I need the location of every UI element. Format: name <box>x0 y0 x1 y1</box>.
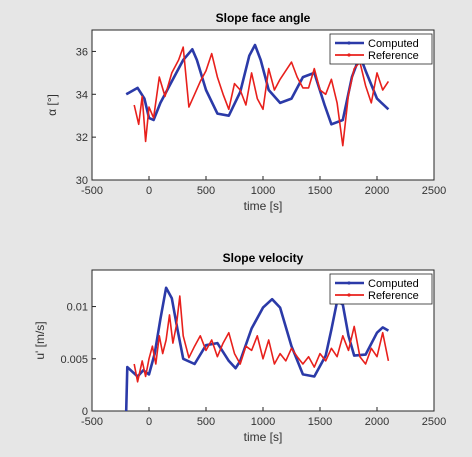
y-tick-label: 36 <box>76 46 88 58</box>
y-axis-label: α [°] <box>45 94 59 116</box>
series-line-reference <box>133 295 390 383</box>
x-tick-label: 2500 <box>422 416 446 428</box>
legend-entry-computed: Computed <box>368 278 419 290</box>
legend-marker <box>347 281 351 285</box>
x-tick-label: -500 <box>81 185 103 197</box>
legend-marker <box>347 41 351 45</box>
legend-entry-reference: Reference <box>368 50 419 62</box>
x-tick-label: 2000 <box>365 185 389 197</box>
x-tick-label: 2000 <box>365 416 389 428</box>
legend-entry-computed: Computed <box>368 38 419 50</box>
y-tick-label: 32 <box>76 132 88 144</box>
x-tick-label: 1500 <box>308 185 332 197</box>
y-tick-label: 0 <box>82 406 88 418</box>
series-line-computed <box>124 286 390 411</box>
legend-marker <box>347 293 351 297</box>
x-tick-label: 2500 <box>422 185 446 197</box>
x-axis-label: time [s] <box>244 199 283 213</box>
y-tick-label: 30 <box>76 175 88 187</box>
x-axis-label: time [s] <box>244 430 283 444</box>
x-tick-label: 500 <box>197 185 215 197</box>
chart-1: Slope face angle -500 0 500 1000 1500 2000 2500… <box>45 11 446 213</box>
series-line-reference <box>133 46 390 147</box>
legend-box <box>329 273 433 305</box>
legend-entry-reference: Reference <box>368 290 419 302</box>
legend-box <box>329 33 433 65</box>
y-tick-label: 0.005 <box>60 354 88 366</box>
x-tick-label: 1000 <box>251 416 275 428</box>
x-tick-label: 1000 <box>251 185 275 197</box>
legend-marker <box>347 53 351 57</box>
x-tick-label: -500 <box>81 416 103 428</box>
chart-title: Slope velocity <box>223 251 304 265</box>
y-tick-label: 34 <box>76 89 88 101</box>
series-line-computed <box>125 43 390 126</box>
x-tick-label: 0 <box>146 185 152 197</box>
y-axis-label: u' [m/s] <box>33 321 47 359</box>
x-tick-label: 0 <box>146 416 152 428</box>
x-tick-label: 1500 <box>308 416 332 428</box>
chart-2: Slope velocity-500 0 500 1000 1500 2000 250000… <box>33 251 446 444</box>
y-tick-label: 0.01 <box>67 302 88 314</box>
x-tick-label: 500 <box>197 416 215 428</box>
chart-title: Slope face angle <box>216 11 311 25</box>
